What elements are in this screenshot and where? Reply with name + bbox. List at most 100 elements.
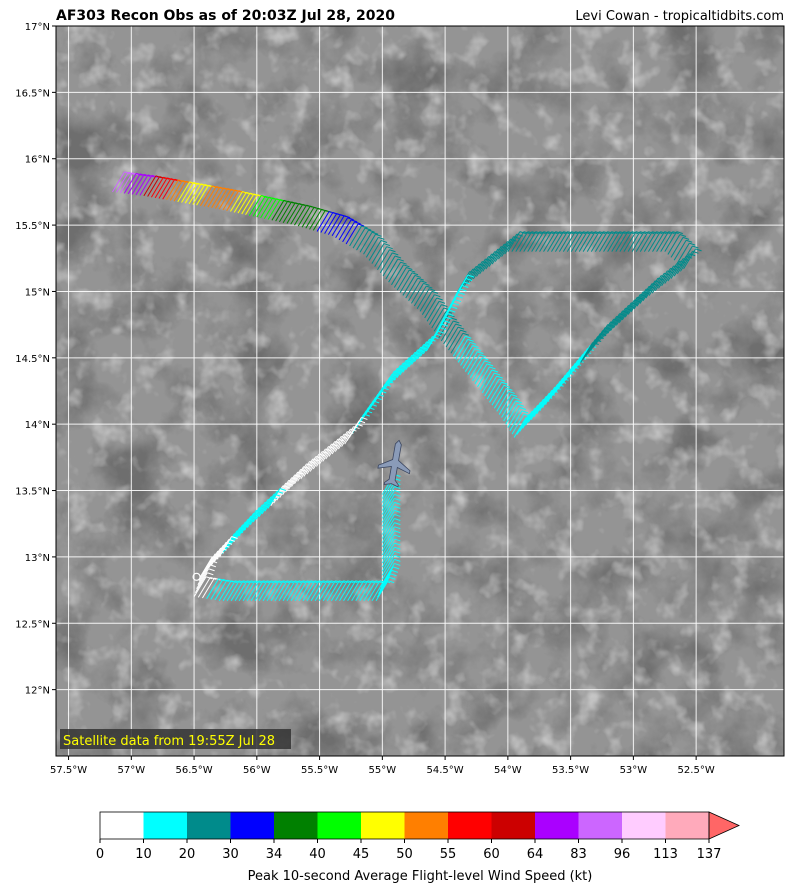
wind-barb-flag [136, 172, 143, 176]
wind-barb [226, 190, 240, 212]
wind-barb-flag [378, 236, 385, 240]
wind-barb [631, 231, 645, 252]
wind-barb [199, 185, 213, 207]
wind-barb [519, 411, 533, 432]
wind-barb-flag [508, 390, 515, 394]
wind-barb [196, 184, 210, 206]
wind-barb [516, 414, 530, 435]
wind-barb [570, 354, 584, 375]
wind-barb-flag [225, 541, 233, 545]
wind-barb-flag [231, 536, 238, 539]
wind-barb [271, 200, 285, 221]
wind-barb-track [112, 171, 702, 601]
wind-barb-flag [337, 438, 345, 442]
wind-barb-flag [417, 349, 424, 353]
lon-tick-label: 52.5°W [678, 765, 715, 776]
wind-barb [381, 510, 395, 531]
wind-barb-flag [343, 215, 351, 219]
wind-barb-flag [599, 231, 606, 235]
wind-barb [636, 286, 650, 307]
wind-barb-flag [420, 346, 427, 350]
wind-barb [197, 577, 211, 598]
wind-barb [177, 181, 191, 203]
wind-barb-flag [664, 231, 671, 235]
wind-barb [297, 205, 311, 227]
wind-barb [550, 378, 563, 399]
colorbar-tick-label: 0 [96, 847, 104, 862]
lat-tick-label: 14.5°N [15, 354, 50, 365]
wind-barb-flag [350, 428, 357, 432]
wind-barb-flag [303, 466, 310, 470]
wind-barb-flag [394, 554, 401, 558]
aircraft-body [377, 439, 411, 488]
wind-barb-flag [452, 302, 460, 306]
wind-barb-flag [297, 471, 304, 475]
wind-barb [491, 385, 505, 406]
wind-barb [411, 283, 424, 304]
wind-barb-flag [390, 573, 397, 577]
colorbar-tick-label: 83 [570, 847, 587, 862]
wind-barb-flag [220, 547, 227, 551]
lon-tick-label: 57.5°W [50, 765, 87, 776]
wind-barb [450, 332, 464, 354]
wind-barb [424, 297, 438, 319]
wind-barb [624, 296, 638, 318]
wind-barb [262, 580, 276, 601]
wind-barb [233, 192, 247, 213]
wind-barb-flag [267, 498, 275, 502]
wind-barb-flag [510, 238, 517, 242]
wind-barb [530, 399, 544, 420]
wind-barb-flag [394, 255, 402, 259]
wind-barb [112, 171, 125, 193]
colorbar-tick-label: 60 [483, 847, 500, 862]
wind-barb [322, 580, 336, 601]
wind-barb-flag [364, 227, 372, 231]
wind-barb [445, 326, 459, 348]
wind-barb-flag [496, 375, 503, 379]
wind-barb-flag [394, 538, 401, 542]
wind-barb [260, 197, 274, 219]
colorbar-tick-label: 40 [309, 847, 326, 862]
wind-barb-flag [517, 403, 524, 407]
wind-barb [431, 307, 445, 329]
colorbar-tick-label: 113 [653, 847, 678, 862]
wind-barb [326, 580, 340, 601]
wind-barb [305, 208, 319, 229]
wind-barb-flag [587, 231, 594, 235]
wind-barb [169, 180, 183, 201]
wind-barb-flag [124, 171, 131, 175]
wind-barb [522, 408, 536, 429]
wind-barb-flag [482, 261, 489, 264]
wind-barb [335, 580, 348, 601]
wind-barb-flag [450, 317, 457, 321]
wind-barb-flag [472, 268, 479, 272]
wind-barb-flag [214, 553, 222, 557]
wind-barb-flag [264, 501, 272, 505]
wind-barb [371, 580, 385, 601]
colorbar-bin [404, 812, 449, 839]
wind-barb-flag [288, 479, 295, 483]
wind-barb-flag [639, 231, 647, 235]
wind-barb [557, 369, 571, 390]
wind-barb [363, 580, 377, 601]
wind-barb-flag [479, 354, 486, 358]
wind-barb-flag [477, 351, 484, 355]
wind-barb-flag [236, 530, 244, 534]
wind-barb [290, 204, 304, 225]
wind-barb-flag [363, 413, 370, 417]
wind-barb-flag [394, 501, 401, 505]
wind-barb [542, 387, 556, 408]
wind-barb-flag [458, 292, 465, 296]
wind-barb [196, 568, 210, 590]
wind-barb [158, 178, 172, 199]
wind-barb [627, 231, 641, 252]
wind-barb [610, 310, 623, 332]
wind-barb-flag [543, 231, 550, 235]
wind-barb-flag [273, 493, 281, 497]
colorbar-bin [361, 812, 405, 839]
wind-barb [339, 580, 352, 601]
wind-barb-flag [343, 433, 351, 437]
wind-barb [560, 366, 574, 387]
colorbar-tick-label: 137 [697, 847, 722, 862]
colorbar-label: Peak 10-second Average Flight-level Wind… [248, 869, 593, 884]
